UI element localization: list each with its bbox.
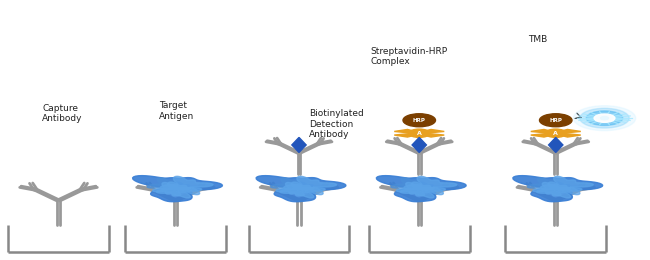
Polygon shape [537,182,582,198]
Polygon shape [270,178,312,192]
Circle shape [580,108,629,128]
Circle shape [586,111,623,126]
Polygon shape [531,133,558,137]
Polygon shape [554,129,580,134]
Polygon shape [404,176,457,195]
Polygon shape [157,182,202,198]
Polygon shape [396,183,434,196]
Polygon shape [410,182,445,194]
Polygon shape [531,129,558,134]
Circle shape [594,114,615,122]
Polygon shape [292,138,306,152]
Polygon shape [554,133,580,137]
Polygon shape [417,133,444,137]
Polygon shape [166,182,201,194]
Polygon shape [147,178,188,192]
Polygon shape [533,183,571,196]
Polygon shape [256,176,346,202]
Circle shape [409,129,430,137]
Text: HRP: HRP [549,118,562,123]
Text: TMB: TMB [528,35,548,44]
Polygon shape [280,182,325,198]
Circle shape [573,106,636,131]
Polygon shape [395,133,421,137]
Polygon shape [160,176,213,195]
Text: Biotinylated
Detection
Antibody: Biotinylated Detection Antibody [309,109,363,139]
Circle shape [545,129,566,137]
Polygon shape [547,182,581,194]
Polygon shape [549,138,563,152]
Polygon shape [417,129,444,134]
Polygon shape [400,182,445,198]
Circle shape [540,114,572,127]
Polygon shape [540,176,593,195]
Polygon shape [527,178,569,192]
Text: Streptavidin-HRP
Complex: Streptavidin-HRP Complex [370,47,448,66]
Polygon shape [395,129,421,134]
Polygon shape [513,176,603,202]
Text: A: A [417,131,422,136]
Polygon shape [283,176,337,195]
Text: A: A [553,131,558,136]
Polygon shape [391,178,432,192]
Polygon shape [153,183,190,196]
Circle shape [403,114,436,127]
Circle shape [601,116,608,120]
Polygon shape [290,182,324,194]
Text: HRP: HRP [413,118,426,123]
Polygon shape [133,176,222,202]
Polygon shape [276,183,314,196]
Text: Capture
Antibody: Capture Antibody [42,104,83,123]
Polygon shape [412,138,426,152]
Text: Target
Antigen: Target Antigen [159,101,194,121]
Polygon shape [376,176,466,202]
